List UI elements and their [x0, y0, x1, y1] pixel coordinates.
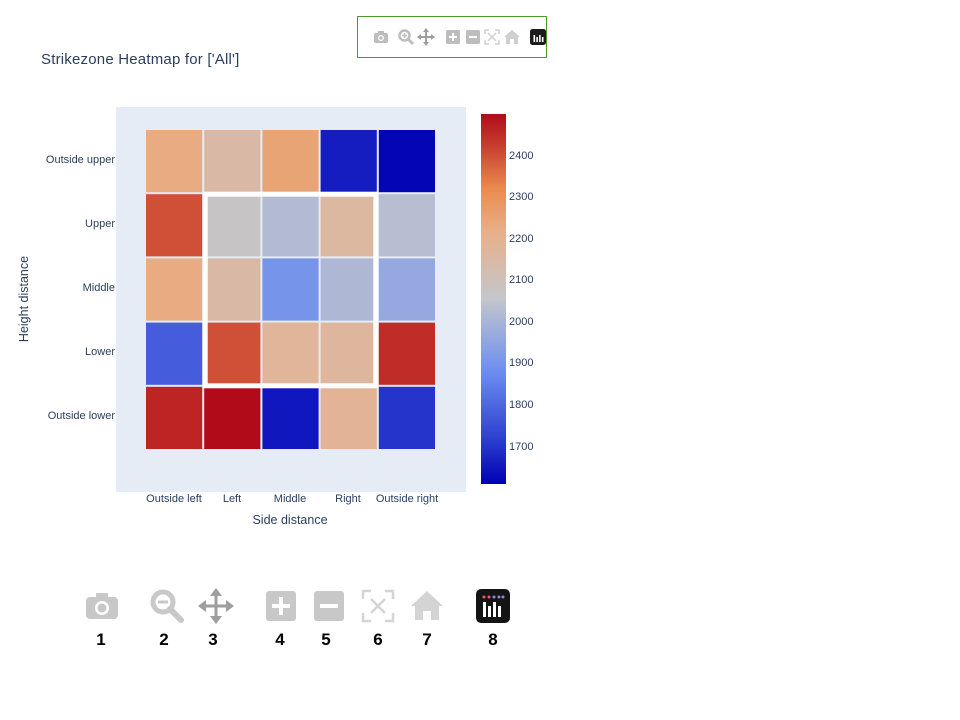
pan-icon[interactable] — [198, 588, 234, 624]
x-axis-title: Side distance — [252, 513, 328, 527]
ytick-upper: Upper — [85, 218, 115, 230]
heatmap-cell[interactable] — [378, 386, 435, 449]
ytick-lower: Lower — [85, 346, 115, 358]
xtick-left: Left — [222, 493, 242, 505]
colorbar-tick-label: 1800 — [509, 399, 534, 411]
colorbar-tick-label: 1900 — [509, 357, 534, 370]
xtick-right: Right — [335, 493, 361, 505]
heatmap-cell[interactable] — [146, 130, 203, 193]
camera-icon[interactable] — [84, 588, 120, 624]
heatmap-cell[interactable] — [146, 386, 203, 449]
heatmap-cell[interactable] — [204, 130, 261, 193]
heatmap-cell[interactable] — [262, 258, 319, 321]
heatmap-cell[interactable] — [320, 386, 377, 449]
heatmap-cell[interactable] — [204, 322, 261, 385]
home-icon[interactable] — [503, 28, 521, 46]
button-number-7: 7 — [422, 630, 432, 649]
modebar — [357, 16, 547, 58]
colorbar — [481, 114, 506, 484]
plotly-logo-icon[interactable] — [529, 28, 547, 46]
button-number-2: 2 — [159, 630, 169, 649]
heatmap-cell[interactable] — [204, 386, 261, 449]
zoom-in-icon[interactable] — [263, 588, 299, 624]
autoscale-icon[interactable] — [360, 588, 396, 624]
xtick-outside-left: Outside left — [146, 493, 202, 505]
ytick-outside-upper: Outside upper — [45, 154, 115, 166]
autoscale-icon[interactable] — [483, 28, 501, 46]
button-number-8: 8 — [488, 630, 498, 649]
plotly-logo-icon[interactable] — [475, 588, 511, 624]
button-number-5: 5 — [321, 630, 331, 649]
button-number-3: 3 — [208, 630, 218, 649]
button-number-1: 1 — [96, 630, 106, 649]
heatmap-cell[interactable] — [146, 258, 203, 321]
chart-title: Strikezone Heatmap for ['All'] — [41, 51, 240, 68]
button-number-4: 4 — [275, 630, 285, 649]
ytick-outside-lower: Outside lower — [47, 410, 115, 422]
heatmap-cell[interactable] — [320, 322, 377, 385]
heatmap-cell[interactable] — [378, 194, 435, 257]
heatmap-cell[interactable] — [262, 322, 319, 385]
heatmap-cell[interactable] — [146, 322, 203, 385]
camera-icon[interactable] — [372, 28, 390, 46]
heatmap-cell[interactable] — [320, 130, 377, 193]
zoom-icon[interactable] — [148, 588, 184, 624]
button-number-6: 6 — [373, 630, 383, 649]
zoom-out-icon[interactable] — [464, 28, 482, 46]
heatmap-cell[interactable] — [320, 258, 377, 321]
heatmap-cell[interactable] — [262, 194, 319, 257]
heatmap-cell[interactable] — [378, 322, 435, 385]
heatmap-cell[interactable] — [204, 194, 261, 257]
heatmap-cell[interactable] — [378, 130, 435, 193]
heatmap-cell[interactable] — [320, 194, 377, 257]
colorbar-tick-label: 2200 — [509, 232, 534, 245]
heatmap-cell[interactable] — [204, 258, 261, 321]
colorbar-tick-label: 2400 — [509, 149, 534, 162]
pan-icon[interactable] — [417, 28, 435, 46]
colorbar-tick-label: 2000 — [509, 315, 534, 328]
colorbar-tick-label: 1700 — [509, 440, 534, 453]
colorbar-tick-label: 2100 — [509, 274, 534, 287]
xtick-outside-right: Outside right — [375, 493, 439, 505]
y-axis-title: Height distance — [17, 255, 31, 343]
zoom-in-icon[interactable] — [444, 28, 462, 46]
heatmap-cell[interactable] — [378, 258, 435, 321]
xtick-middle: Middle — [273, 493, 307, 505]
colorbar-tick-label: 2300 — [509, 191, 534, 204]
zoom-icon[interactable] — [397, 28, 415, 46]
strike-zone-outline — [202, 191, 379, 389]
zoom-out-icon[interactable] — [311, 588, 347, 624]
heatmap-cell[interactable] — [262, 386, 319, 449]
heatmap-cell[interactable] — [262, 130, 319, 193]
ytick-middle: Middle — [82, 282, 115, 294]
heatmap-cell[interactable] — [146, 194, 203, 257]
home-icon[interactable] — [409, 588, 445, 624]
